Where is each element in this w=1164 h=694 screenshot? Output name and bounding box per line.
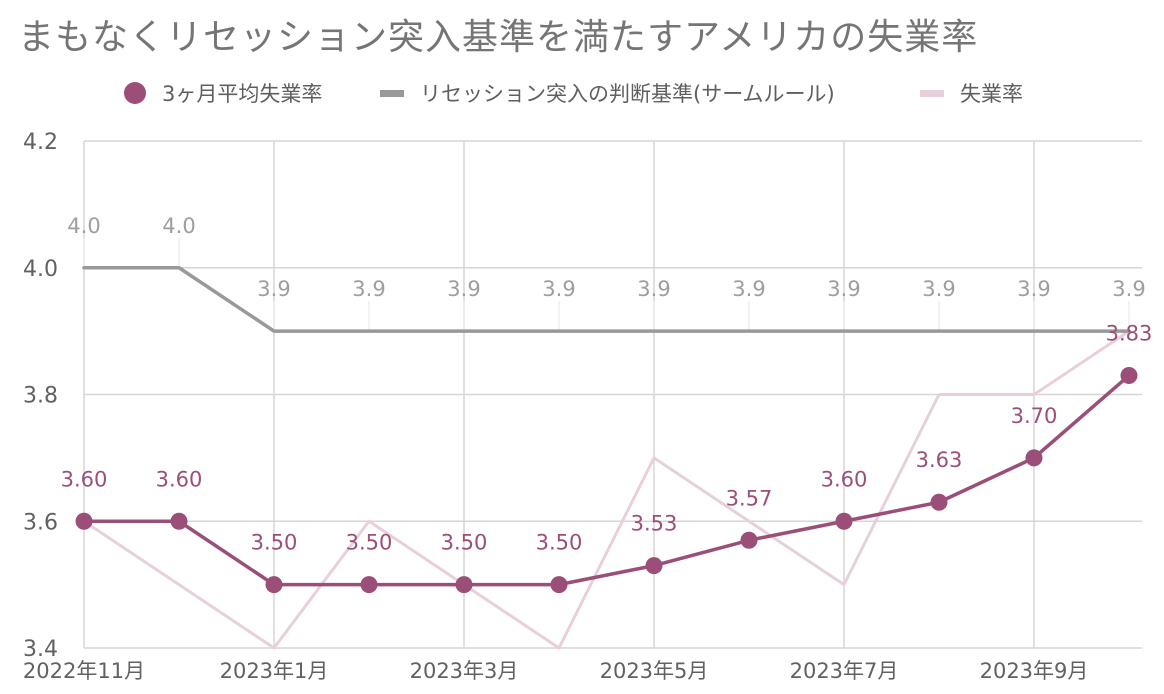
legend-label-avg: 3ヶ月平均失業率 bbox=[162, 82, 323, 106]
data-point-3m-average bbox=[645, 557, 663, 575]
data-label-3m-average: 3.50 bbox=[251, 531, 298, 555]
data-label-sahm: 3.9 bbox=[257, 277, 290, 301]
series-line-unemployment-rate bbox=[82, 329, 1131, 650]
legend-item-avg: 3ヶ月平均失業率 bbox=[124, 76, 322, 110]
data-label-sahm: 3.9 bbox=[447, 277, 480, 301]
x-tick-label: 2023年3月 bbox=[410, 659, 519, 683]
legend-label-sahm: リセッション突入の判断基準(サームルール) bbox=[420, 82, 835, 106]
data-label-sahm: 4.0 bbox=[162, 214, 195, 238]
y-tick-label: 3.8 bbox=[23, 384, 58, 409]
data-label-sahm: 3.9 bbox=[542, 277, 575, 301]
data-point-3m-average bbox=[1120, 366, 1138, 384]
data-label-3m-average: 3.60 bbox=[61, 467, 108, 491]
data-label-sahm: 3.9 bbox=[922, 277, 955, 301]
y-tick-label: 3.6 bbox=[23, 510, 58, 535]
data-label-3m-average: 3.70 bbox=[1011, 404, 1058, 428]
data-point-3m-average bbox=[930, 493, 948, 511]
data-point-3m-average bbox=[75, 512, 93, 530]
x-tick-label: 2023年9月 bbox=[980, 659, 1089, 683]
data-point-3m-average bbox=[265, 576, 283, 594]
chart-title: まもなくリセッション突入基準を満たすアメリカの失業率 bbox=[18, 17, 979, 58]
x-tick-label: 2023年1月 bbox=[220, 659, 329, 683]
x-tick-label: 2023年7月 bbox=[790, 659, 899, 683]
legend-item-rate: 失業率 bbox=[920, 76, 1023, 110]
data-point-3m-average bbox=[550, 576, 568, 594]
x-tick-label: 2022年11月 bbox=[23, 659, 145, 683]
data-label-sahm: 3.9 bbox=[352, 277, 385, 301]
legend-marker-sahm bbox=[380, 89, 404, 97]
series-line-sahm-threshold bbox=[82, 266, 1131, 333]
data-point-3m-average bbox=[835, 512, 853, 530]
data-point-3m-average bbox=[360, 576, 378, 594]
legend: 3ヶ月平均失業率 リセッション突入の判断基準(サームルール) 失業率 bbox=[0, 76, 1164, 110]
legend-marker-avg bbox=[124, 82, 146, 104]
data-label-3m-average: 3.60 bbox=[156, 467, 203, 491]
data-label-sahm: 3.9 bbox=[732, 277, 765, 301]
legend-marker-rate bbox=[920, 89, 944, 97]
data-label-sahm: 3.9 bbox=[1112, 277, 1145, 301]
y-tick-label: 4.2 bbox=[23, 130, 58, 155]
series-line-3m-average bbox=[82, 373, 1131, 587]
data-point-3m-average bbox=[1025, 449, 1043, 467]
data-label-sahm: 4.0 bbox=[67, 214, 100, 238]
data-point-3m-average bbox=[170, 512, 188, 530]
legend-label-rate: 失業率 bbox=[960, 82, 1023, 106]
data-label-3m-average: 3.50 bbox=[536, 531, 583, 555]
data-label-3m-average: 3.63 bbox=[916, 448, 963, 472]
data-label-3m-average: 3.57 bbox=[726, 486, 773, 510]
data-label-sahm: 3.9 bbox=[1017, 277, 1050, 301]
y-tick-label: 4.0 bbox=[23, 257, 58, 282]
x-tick-label: 2023年5月 bbox=[600, 659, 709, 683]
data-point-3m-average bbox=[740, 531, 758, 549]
y-tick-label: 3.4 bbox=[23, 637, 58, 662]
data-label-sahm: 3.9 bbox=[827, 277, 860, 301]
data-label-sahm: 3.9 bbox=[637, 277, 670, 301]
data-label-3m-average: 3.50 bbox=[441, 531, 488, 555]
data-label-3m-average: 3.60 bbox=[821, 467, 868, 491]
data-label-3m-average: 3.50 bbox=[346, 531, 393, 555]
data-point-3m-average bbox=[455, 576, 473, 594]
data-label-3m-average: 3.53 bbox=[631, 512, 678, 536]
data-label-3m-average: 3.83 bbox=[1106, 321, 1153, 345]
legend-item-sahm: リセッション突入の判断基準(サームルール) bbox=[380, 76, 835, 110]
